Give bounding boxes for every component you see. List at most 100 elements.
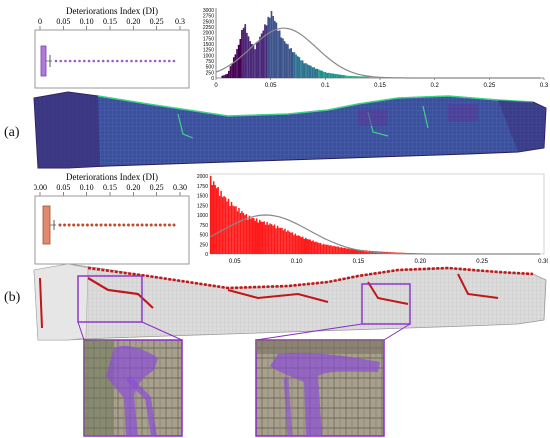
boxplot-outlier [94, 223, 98, 227]
boxplot-tick-label: 0.3 [175, 17, 185, 26]
histogram-a-bar [275, 22, 278, 78]
boxplot-outlier [64, 59, 67, 63]
histogram-b-bar [315, 241, 317, 254]
boxplot-outlier [144, 59, 147, 63]
histogram-b-bar [313, 242, 316, 254]
boxplot-outlier [131, 223, 135, 227]
boxplot-outlier [59, 59, 63, 63]
histogram-b-bar [217, 186, 219, 254]
histogram-a-bar [250, 43, 253, 78]
histogram-a-bar [311, 67, 314, 78]
wall-a-niche-2 [448, 104, 478, 122]
histogram-a-bar [355, 76, 358, 78]
histogram-b-bar [325, 244, 328, 254]
histogram-a-bar [360, 76, 363, 78]
boxplot-outlier [140, 223, 144, 227]
histogram-a-bar [328, 72, 330, 78]
histogram-a-bar [277, 30, 279, 79]
histogram-a-bar [270, 11, 273, 79]
histogram-a-bar [232, 57, 235, 78]
histogram-b-y-tick: 750 [200, 223, 209, 229]
histogram-a-bar [226, 73, 229, 78]
histogram-b-bar [266, 221, 268, 254]
boxplot-tick-label: 0.15 [103, 183, 117, 192]
histogram-b-bar [290, 232, 292, 254]
histogram-a-bar [331, 73, 333, 78]
histogram-b-bar [285, 231, 288, 254]
histogram-b-bar [284, 228, 286, 254]
histogram-b-bar [230, 201, 233, 254]
histogram-a-y-ticks: 0250500750100012501500175020002250250027… [203, 8, 214, 82]
histogram-a-x-tick: 0 [214, 83, 218, 89]
boxplot-outlier [78, 59, 81, 63]
boxplot-outlier [90, 223, 94, 227]
histogram-b-bar [245, 214, 248, 254]
inset-photo-1 [83, 339, 183, 437]
histogram-b-bar [288, 231, 291, 254]
histogram-b-bar [238, 207, 240, 254]
histogram-b-bar [365, 250, 368, 254]
histogram-b-bar [254, 220, 257, 254]
zoom-connector-2a [255, 323, 363, 341]
histogram-b-bar [211, 185, 213, 254]
histogram-a-bar [255, 42, 258, 78]
histogram-a-bar [365, 76, 368, 78]
histogram-a-x-tick: 0.3 [540, 83, 548, 89]
histogram-a-bar [247, 36, 250, 78]
histogram-a-y-tick: 1750 [203, 36, 214, 42]
histogram-b-bar [334, 246, 337, 254]
histogram-a-bar [318, 69, 320, 78]
histogram-b-bar [233, 206, 236, 254]
histogram-b-y-tick: 0 [205, 252, 208, 258]
boxplot-outlier [154, 223, 158, 227]
histogram-a-bar [273, 20, 276, 79]
histogram-a: 0250500750100012501500175020002250250027… [203, 8, 548, 89]
histogram-b-bar [307, 239, 310, 254]
histogram-a-bar [229, 66, 232, 78]
boxplot-outlier [126, 223, 130, 227]
histogram-b-bar [256, 218, 258, 254]
wall-b-deterioration-3 [367, 281, 409, 305]
histogram-a-bar [326, 72, 329, 78]
histogram-a-bar [341, 74, 343, 78]
boxplot-outlier [172, 223, 176, 227]
boxplot-outlier [149, 59, 152, 63]
histogram-b-x-tick: 0.10 [291, 259, 303, 265]
boxplot-tick-label: 0.05 [56, 183, 70, 192]
histogram-a-normal-fit [215, 27, 541, 79]
boxplot-outlier [108, 223, 112, 227]
wall-a-niche-1 [358, 110, 388, 126]
boxplot-outlier [167, 59, 171, 63]
histogram-a-x-tick: 0.1 [321, 83, 330, 89]
histogram-b-bar [358, 249, 360, 254]
histogram-b-bar [318, 243, 320, 254]
histogram-b-bar [221, 197, 224, 254]
boxplot-outlier [104, 223, 108, 227]
histogram-b-bar [348, 248, 350, 254]
wall-b-deterioration-5 [39, 277, 43, 329]
histogram-b-bar [232, 205, 234, 254]
histogram-b-bar [337, 246, 340, 254]
boxplot-outlier [167, 223, 171, 227]
histogram-a-bar [298, 57, 301, 78]
boxplot-outlier [92, 59, 96, 63]
histogram-b-bar [327, 244, 329, 254]
histogram-b-bar [293, 235, 295, 254]
histogram-a-bar [324, 72, 327, 78]
boxplot-outlier [67, 223, 71, 227]
boxplot-outlier [87, 59, 91, 63]
histogram-b-bar [316, 242, 319, 254]
histogram-b-bar [362, 250, 365, 254]
histogram-b-y-tick: 2000 [197, 174, 208, 180]
histogram-a-bar [364, 76, 366, 78]
histogram-b-bar [345, 248, 347, 254]
boxplot-tick-label: 0.20 [126, 17, 140, 26]
histogram-b-bar [250, 218, 252, 254]
histogram-b-bar [267, 224, 270, 254]
inset-photo-2 [255, 339, 385, 437]
boxplot-b-ticks: 0.00 0.05 0.10 0.15 0.20 0.25 0.30 [34, 183, 187, 196]
histogram-b-bar [328, 245, 331, 254]
boxplot-outlier [101, 59, 105, 63]
histogram-a-y-tick: 2500 [203, 19, 214, 25]
histogram-a-bar [254, 49, 256, 78]
